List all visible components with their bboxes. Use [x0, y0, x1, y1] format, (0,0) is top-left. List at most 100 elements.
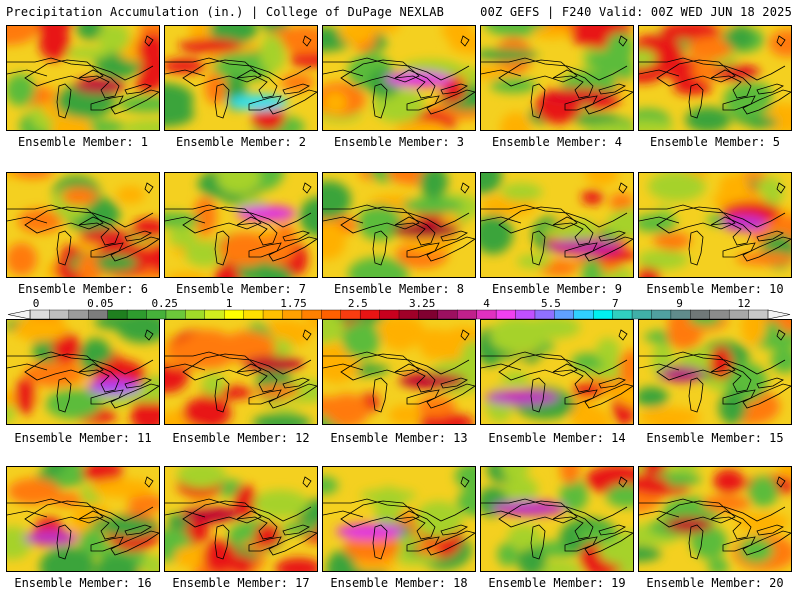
colorbar-tick-label: 1.75 [280, 297, 307, 310]
boundary-line [323, 498, 470, 522]
precip-blob [517, 546, 546, 571]
colorbar-swatch [88, 309, 109, 320]
colorbar-swatch [437, 309, 458, 320]
boundary-line [481, 69, 522, 77]
colorbar-swatch [748, 309, 769, 320]
boundary-line [165, 498, 312, 522]
member-map-6 [6, 172, 160, 278]
precip-blob [82, 467, 124, 482]
colorbar-swatch [321, 309, 342, 320]
precip-blob [738, 537, 774, 564]
precip-blob [516, 254, 552, 269]
member-map-4 [480, 25, 634, 131]
colorbar-tick-label: 7 [612, 297, 619, 310]
colorbar-tick-label: 1 [226, 297, 233, 310]
great-lake-outline [372, 524, 388, 560]
boundary-line [7, 204, 154, 228]
boundary-line [323, 510, 364, 518]
great-lake-outline [530, 230, 546, 266]
boundary-line [144, 476, 154, 488]
boundary-line [639, 363, 680, 371]
great-lake-outline [182, 206, 262, 234]
colorbar-swatch [107, 309, 128, 320]
precip-blob [184, 240, 225, 267]
boundary-line [639, 510, 680, 518]
great-lake-outline [552, 69, 594, 99]
precip-blob [7, 242, 37, 276]
great-lake-outline [756, 377, 784, 389]
precip-blob [234, 484, 257, 519]
great-lake-outline [440, 230, 468, 242]
heavy-precip-band [73, 77, 126, 94]
heavy-precip-band [721, 215, 768, 232]
boundary-line [481, 216, 522, 224]
precip-blob [653, 232, 692, 250]
great-lake-outline [440, 377, 468, 389]
precip-blob [7, 478, 60, 505]
great-lake-outline [552, 216, 594, 246]
heavy-precip-band [335, 523, 404, 540]
great-lake-outline [440, 83, 468, 95]
precip-blob [576, 526, 619, 544]
boundary-line [618, 182, 628, 194]
great-lake-outline [236, 216, 278, 246]
colorbar-swatch [573, 309, 594, 320]
member-label: Ensemble Member: 14 [488, 431, 626, 445]
precip-blob [178, 38, 243, 54]
precip-blob [639, 49, 657, 68]
precip-blob [586, 50, 623, 70]
colorbar-swatch [476, 309, 497, 320]
heavy-precip-band [398, 372, 467, 389]
colorbar-swatch [554, 309, 575, 320]
precip-blob [323, 221, 346, 260]
heavy-precip-band [80, 228, 133, 245]
member-map-3 [322, 25, 476, 131]
boundary-line [639, 216, 680, 224]
precip-blob [457, 486, 475, 517]
heavy-precip-band [24, 529, 78, 546]
boundary-line [481, 510, 522, 518]
great-lake-outline [756, 83, 784, 95]
boundary-line [323, 204, 470, 228]
great-lake-outline [182, 59, 262, 87]
precip-blob [260, 234, 293, 265]
precip-blob [687, 36, 734, 60]
colorbar-swatch [49, 309, 70, 320]
great-lake-outline [124, 377, 152, 389]
colorbar-swatch [68, 309, 89, 320]
great-lake-outline [598, 83, 626, 95]
great-lake-outline [498, 500, 578, 528]
boundary-line [618, 476, 628, 488]
colorbar-swatch [359, 309, 381, 320]
colorbar-swatch [398, 309, 419, 320]
great-lake-outline [24, 500, 104, 528]
heavy-precip-band [236, 205, 296, 222]
member-label: Ensemble Member: 5 [649, 135, 781, 149]
precip-blob [257, 265, 293, 277]
precip-blob [45, 389, 102, 420]
colorbar-tick-label: 0.05 [87, 297, 114, 310]
member-map-12 [164, 319, 318, 425]
precip-blob [639, 119, 675, 130]
member-map-18 [322, 466, 476, 572]
boundary-line [460, 329, 470, 341]
member-map-17 [164, 466, 318, 572]
great-lake-outline [340, 500, 420, 528]
colorbar-swatch [495, 309, 517, 320]
precip-blob [374, 486, 404, 524]
precip-blob [7, 526, 32, 560]
precip-blob [323, 396, 355, 415]
member-map-5 [638, 25, 792, 131]
precip-blob [702, 494, 751, 513]
colorbar-tick-label: 12 [737, 297, 750, 310]
precip-blob [507, 524, 542, 550]
precip-blob [255, 384, 301, 398]
great-lake-outline [372, 377, 388, 413]
precip-blob [220, 330, 276, 364]
precip-blob [177, 467, 226, 489]
great-lake-outline [530, 524, 546, 560]
precip-blob [137, 33, 159, 67]
member-label: Ensemble Member: 3 [333, 135, 465, 149]
precip-blob [205, 71, 227, 105]
great-lake-outline [24, 353, 104, 381]
